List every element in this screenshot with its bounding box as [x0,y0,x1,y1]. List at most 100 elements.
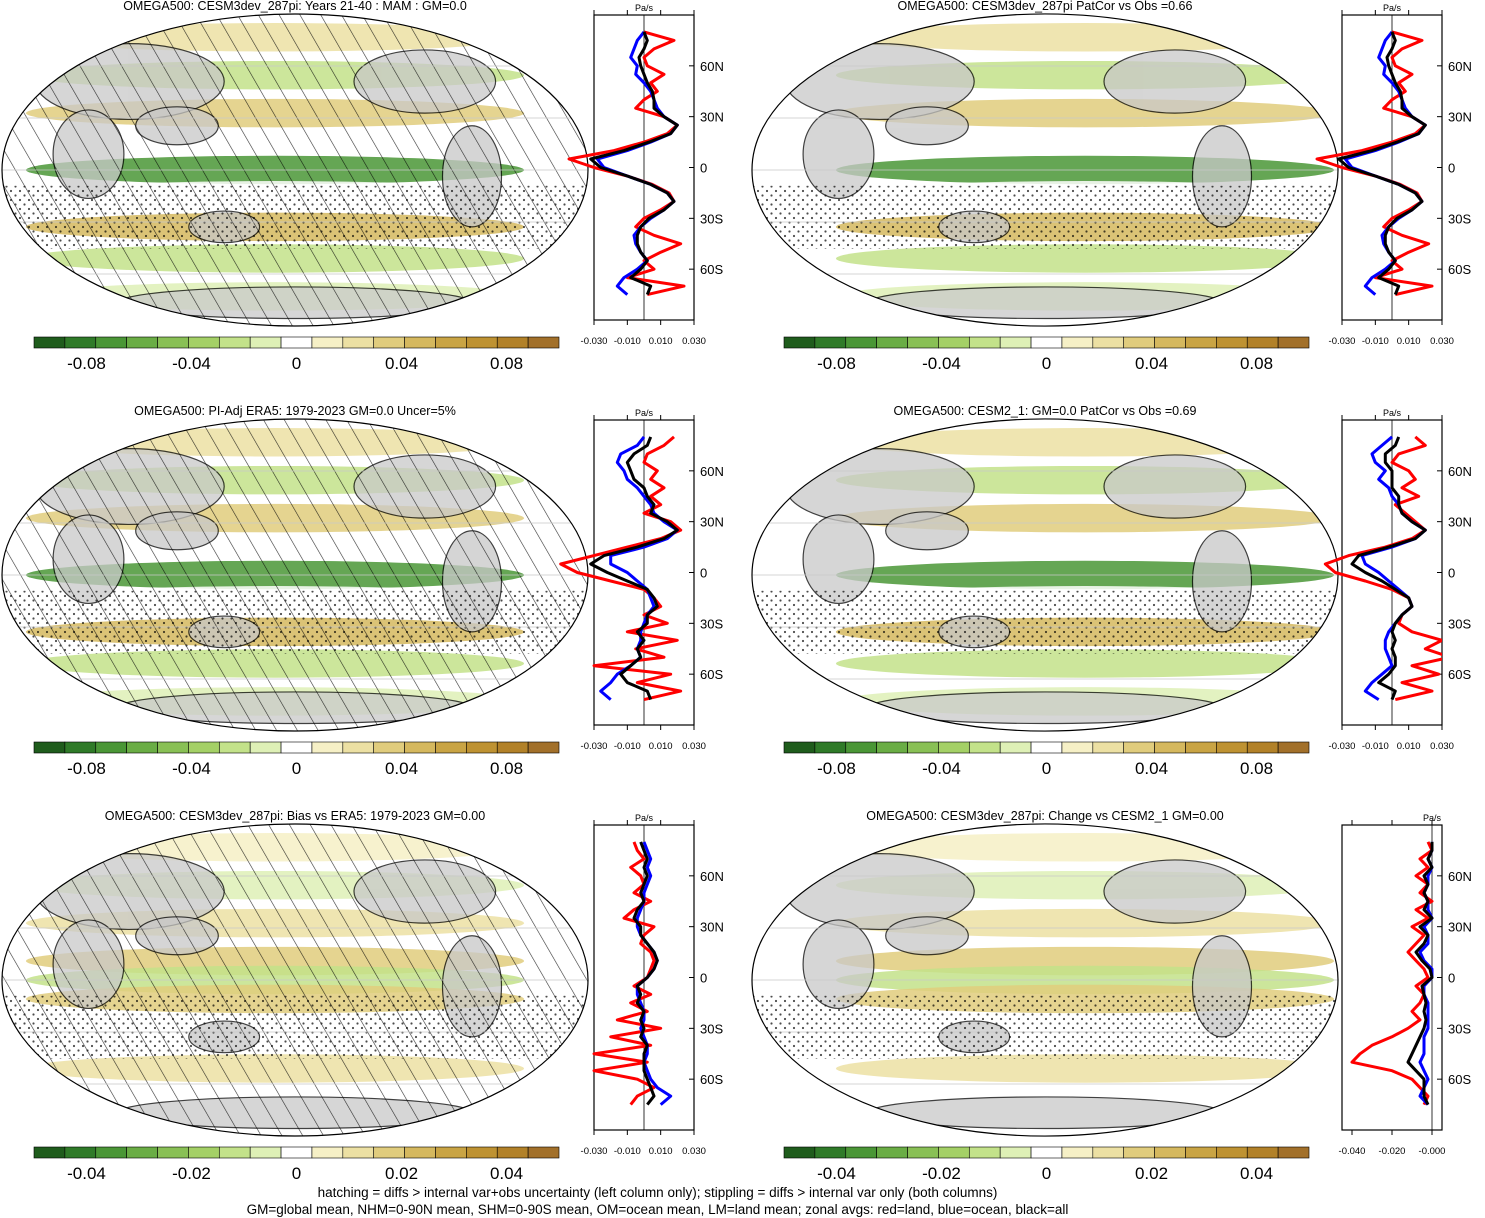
zonal-series-all [589,436,679,701]
colorbar: -0.08 -0.04 0 0.04 0.08 [783,336,1310,373]
zonal-x-tick-label: -0.030 [581,1146,608,1157]
land-mask [802,514,875,605]
colorbar-swatch [435,741,467,754]
zonal-x-tick-label: -0.000 [1419,1146,1446,1157]
colorbar-swatch [907,336,939,349]
map-field [751,823,1338,1137]
colorbar: -0.04 -0.02 0 0.02 0.04 [783,1146,1310,1183]
colorbar-swatch [845,1146,877,1159]
zonal-unit: Pa/s [1383,3,1402,13]
panel-title: OMEGA500: PI-Adj ERA5: 1979-2023 GM=0.0 … [134,404,456,418]
colorbar-tick-label: 0.02 [1135,1164,1168,1183]
zonal-lat-tick-label: 60N [1448,464,1472,479]
colorbar-swatch [404,741,436,754]
colorbar: -0.08 -0.04 0 0.04 0.08 [33,336,560,373]
colorbar-swatch [249,741,282,754]
colorbar-swatch [126,336,158,349]
zonal-lat-tick-label: 60N [700,869,724,884]
zonal-lat-tick-label: 0 [1448,161,1455,176]
colorbar-tick-label: 0.04 [1135,759,1168,778]
zonal-unit: Pa/s [1423,813,1442,823]
zonal-lat-tick-label: 30S [700,616,723,631]
colorbar-swatch [814,336,847,349]
colorbar-swatch [527,1146,560,1159]
zonal-lat-tick-label: 0 [700,161,707,176]
colorbar-swatch [1185,336,1217,349]
zonal-profile: Pa/s -0.030 -0.010 0.010 0.030 60N 30N 0 30S 60S [1323,408,1472,752]
zonal-lat-tick-label: 0 [700,566,707,581]
map-field [2,419,588,731]
colorbar-swatch [876,741,908,754]
zonal-x-tick-label: -0.010 [614,1146,641,1157]
zonal-unit: Pa/s [1383,408,1402,418]
zonal-lat-tick-label: 0 [1448,971,1455,986]
zonal-x-tick-label: 0.030 [1430,336,1454,347]
zonal-profile: Pa/s -0.030 -0.010 0.010 0.030 60N 30N 0 30S 60S [581,813,724,1157]
colorbar-swatch [280,1146,313,1159]
colorbar-swatch [783,741,816,754]
zonal-lat-tick-label: 30N [1448,920,1472,935]
panel-title: OMEGA500: CESM3dev_287pi PatCor vs Obs =… [898,0,1193,13]
map-field [2,14,588,326]
zonal-x-tick-label: 0.030 [682,336,706,347]
colorbar-swatch [280,741,313,754]
colorbar-tick-label: 0.08 [1240,759,1273,778]
colorbar-swatch [1123,1146,1155,1159]
colorbar-swatch [1185,741,1217,754]
footnote-line-2: GM=global mean, NHM=0-90N mean, SHM=0-90… [246,1202,1069,1217]
map-outline [1,13,589,327]
colorbar-swatch [938,741,970,754]
panel-title: OMEGA500: CESM2_1: GM=0.0 PatCor vs Obs … [894,404,1197,418]
colorbar-swatch [999,741,1032,754]
land-mask [867,286,1223,320]
colorbar-swatch [1246,336,1279,349]
colorbar: -0.04 -0.02 0 0.02 0.04 [33,1146,560,1183]
land-mask [885,916,969,956]
map-outline [751,13,1339,327]
colorbar-tick-label: -0.08 [817,759,856,778]
stippling [751,995,1338,1059]
zonal-x-tick-label: -0.030 [1329,741,1356,752]
zonal-x-tick-label: 0.030 [1430,741,1454,752]
colorbar-swatch [404,336,436,349]
colorbar-swatch [999,1146,1032,1159]
zonal-series-land [559,435,683,702]
colorbar: -0.08 -0.04 0 0.04 0.08 [33,741,560,778]
colorbar-swatch [33,741,66,754]
colorbar-swatch [845,336,877,349]
colorbar-swatch [968,741,1001,754]
panel-title: OMEGA500: CESM3dev_287pi: Bias vs ERA5: … [105,809,485,823]
colorbar-swatch [1123,336,1155,349]
panel-5: OMEGA500: CESM3dev_287pi: Bias vs ERA5: … [1,809,724,1183]
colorbar-tick-label: 0.08 [490,354,523,373]
colorbar-tick-label: 0.08 [1240,354,1273,373]
colorbar-swatch [1092,1146,1125,1159]
panel-title: OMEGA500: CESM3dev_287pi: Years 21-40 : … [123,0,467,13]
zonal-lat-tick-label: 0 [700,971,707,986]
zonal-x-tick-label: 0.010 [649,1146,673,1157]
colorbar-tick-label: 0.04 [490,1164,523,1183]
field-band [835,1054,1335,1083]
colorbar-swatch [1216,1146,1248,1159]
colorbar-swatch [1061,336,1094,349]
panel-6: OMEGA500: CESM3dev_287pi: Change vs CESM… [751,809,1472,1183]
colorbar-swatch [95,741,127,754]
zonal-series-all [1350,436,1427,701]
map-outline [751,823,1339,1137]
zonal-series-ocean [1343,30,1427,296]
colorbar-swatch [95,336,127,349]
colorbar-swatch [1277,336,1310,349]
land-mask [802,109,875,200]
colorbar-tick-label: 0.08 [490,759,523,778]
colorbar-swatch [907,741,939,754]
colorbar-tick-label: 0 [292,759,301,778]
colorbar-tick-label: -0.04 [172,354,211,373]
colorbar-swatch [876,336,908,349]
zonal-series-all [1406,841,1434,1106]
colorbar-swatch [342,336,375,349]
colorbar-tick-label: -0.04 [817,1164,856,1183]
colorbar-tick-label: -0.08 [67,354,106,373]
zonal-series-land [1315,30,1434,297]
colorbar-swatch [1154,741,1186,754]
zonal-lat-tick-label: 60S [700,667,723,682]
